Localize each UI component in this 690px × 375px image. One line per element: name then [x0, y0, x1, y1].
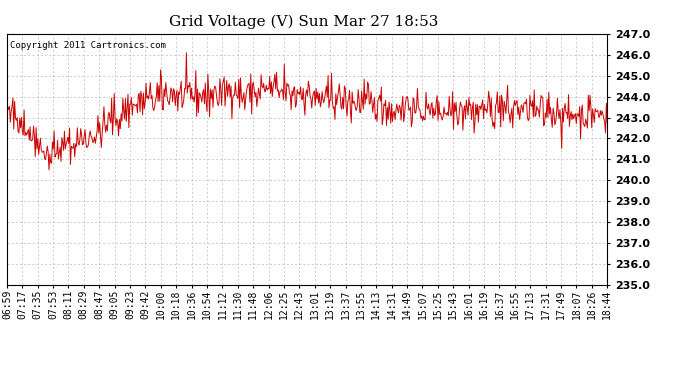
Text: Copyright 2011 Cartronics.com: Copyright 2011 Cartronics.com — [10, 41, 166, 50]
Text: Grid Voltage (V) Sun Mar 27 18:53: Grid Voltage (V) Sun Mar 27 18:53 — [169, 15, 438, 29]
